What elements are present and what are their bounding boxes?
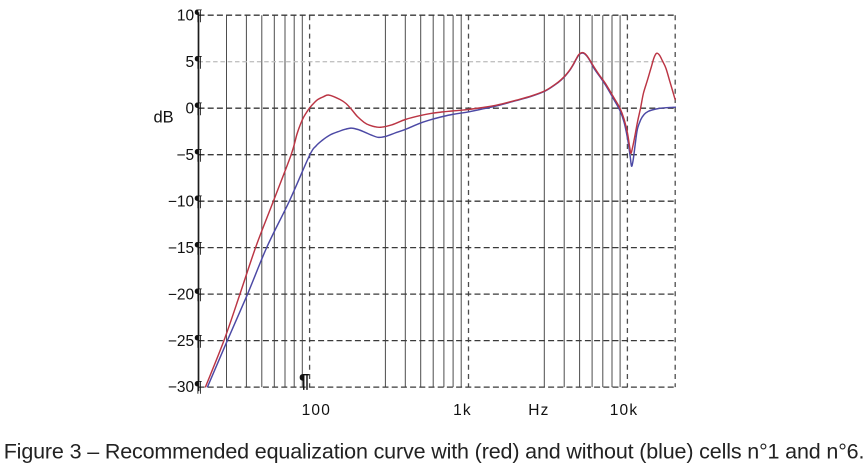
svg-text:−20¶: −20¶ <box>168 286 203 303</box>
svg-text:10¶: 10¶ <box>177 7 203 24</box>
svg-text:dB: dB <box>154 109 174 127</box>
svg-text:−10¶: −10¶ <box>168 193 203 210</box>
svg-text:1k: 1k <box>453 402 472 419</box>
svg-text:0¶: 0¶ <box>186 100 203 117</box>
svg-text:−15¶: −15¶ <box>168 240 203 257</box>
svg-text:¶: ¶ <box>299 372 310 393</box>
svg-text:−30¶: −30¶ <box>168 379 203 396</box>
svg-text:−25¶: −25¶ <box>168 333 203 350</box>
svg-text:Figure 3 – Recommended equaliz: Figure 3 – Recommended equalization curv… <box>4 440 865 464</box>
svg-text:Hz: Hz <box>528 402 549 419</box>
svg-text:100: 100 <box>302 402 331 419</box>
svg-text:5¶: 5¶ <box>186 54 203 71</box>
svg-text:10k: 10k <box>610 402 639 419</box>
svg-text:−5¶: −5¶ <box>177 147 203 164</box>
